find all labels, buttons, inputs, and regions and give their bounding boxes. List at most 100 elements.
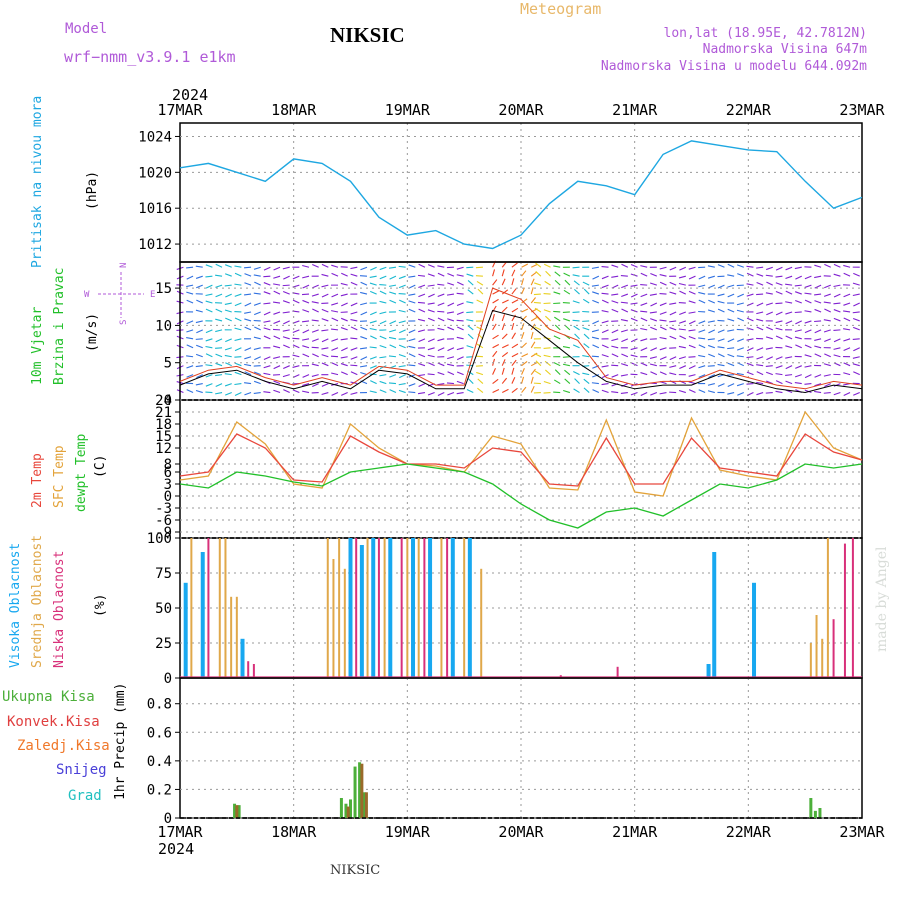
wind-arrow <box>794 266 802 270</box>
wind-arrow <box>678 301 686 304</box>
wind-arrow <box>756 392 764 396</box>
cloud-low-bar <box>252 664 255 678</box>
wind-arrow <box>389 344 397 349</box>
precip-legend: Ukupna Kisa Konvek.Kisa Zaledj.Kisa Snijeg G… <box>2 689 110 804</box>
wind-arrow <box>698 299 706 304</box>
wind-arrow <box>292 344 300 349</box>
wind-arrow <box>408 383 416 387</box>
wind-arrow <box>437 392 445 396</box>
wind-arrow <box>785 335 793 340</box>
wind-arrow <box>205 264 213 268</box>
wind-arrow <box>398 309 406 313</box>
wind-arrow <box>553 335 561 340</box>
wind-arrow <box>573 371 580 376</box>
wind-arrow <box>501 314 506 322</box>
wind-arrow <box>312 353 319 358</box>
wind-arrow <box>437 293 445 298</box>
wind-arrow <box>437 265 445 268</box>
wind-arrow <box>785 380 793 385</box>
wind-arrow <box>359 347 368 350</box>
wind-arrow <box>521 353 529 358</box>
wind-arrow <box>785 283 793 286</box>
wind-arrow <box>521 263 529 268</box>
wind-arrow <box>746 272 754 277</box>
wind-arrow <box>205 364 213 367</box>
wind-arrow <box>302 329 310 334</box>
wind-arrow <box>592 374 600 378</box>
wind-arrow <box>311 319 319 322</box>
y-tick-label-4: 0.6 <box>147 725 172 741</box>
wind-arrow <box>399 374 406 379</box>
wind-arrow <box>833 338 841 343</box>
model-label: Model <box>65 21 107 37</box>
wind-arrow <box>418 263 426 268</box>
wind-arrow <box>582 281 590 286</box>
wind-arrow <box>273 283 281 286</box>
wind-arrow <box>457 326 464 331</box>
wind-arrow <box>340 317 348 322</box>
wind-arrow <box>553 310 561 313</box>
wind-arrow <box>659 356 667 361</box>
wind-arrow <box>511 307 519 313</box>
wind-arrow <box>678 275 686 279</box>
wind-arrow <box>466 389 474 394</box>
wind-arrow <box>669 335 677 340</box>
precip-legend-item: Konvek.Kisa <box>7 714 100 730</box>
wind-arrow <box>205 383 213 387</box>
wind-arrow <box>678 356 686 360</box>
y-tick-label-3: 25 <box>155 636 172 652</box>
wind-arrow <box>273 266 281 271</box>
wind-arrow <box>824 308 831 313</box>
wind-arrow <box>389 374 397 378</box>
panels: 1012101610201024051015-9-6-3036812151821… <box>138 122 863 827</box>
wind-arrow <box>427 347 435 351</box>
wind-arrow <box>601 284 609 289</box>
wind-arrow <box>659 319 667 322</box>
wind-arrow <box>312 263 319 268</box>
wind-unit: (m/s) <box>85 313 100 352</box>
wind-arrow <box>389 291 397 295</box>
wind-arrow <box>417 301 425 304</box>
wind-arrow <box>746 265 754 268</box>
wind-arrow <box>369 320 377 324</box>
wind-arrow <box>804 329 812 334</box>
wind-arrow <box>428 362 435 367</box>
wind-arrow <box>775 290 783 295</box>
wind-arrow <box>785 365 793 370</box>
wind-arrow <box>427 392 435 396</box>
y-tick-label-2: 3 <box>164 477 172 493</box>
wind-arrow <box>244 302 252 307</box>
wind-arrow <box>244 273 252 277</box>
wind-arrow <box>398 383 406 386</box>
wind-arrow <box>263 266 271 271</box>
wind-arrow <box>244 363 252 367</box>
wind-arrow <box>379 284 387 286</box>
wind-arrow <box>244 326 252 331</box>
y-tick-label-1: 10 <box>155 318 172 334</box>
cloud-high-bar <box>712 552 717 678</box>
wind-arrow <box>669 291 677 295</box>
cloud-high-bar <box>359 545 364 678</box>
wind-arrow <box>437 283 445 286</box>
wind-arrow <box>707 338 715 341</box>
wind-arrow <box>611 391 619 394</box>
wind-arrow <box>244 392 252 396</box>
wind-arrow <box>311 293 319 297</box>
wind-arrow <box>775 266 783 271</box>
wind-arrow <box>521 376 525 384</box>
wind-arrow <box>205 374 213 378</box>
wind-arrow <box>795 320 802 325</box>
wind-arrow <box>611 345 619 349</box>
wind-arrow <box>554 316 561 322</box>
wind-arrow <box>360 356 368 361</box>
wind-arrow <box>398 344 406 349</box>
wind-arrow <box>502 344 509 349</box>
y-tick-label-2: -6 <box>155 513 172 529</box>
y-tick-label-2: -3 <box>155 501 172 517</box>
wind-arrow <box>794 329 802 333</box>
wind-arrow <box>437 272 445 277</box>
panel-frame-1 <box>179 261 863 401</box>
cloud-mid-bar <box>815 615 818 678</box>
wind-arrow <box>649 311 657 314</box>
cloud-mid-bar <box>821 638 824 678</box>
